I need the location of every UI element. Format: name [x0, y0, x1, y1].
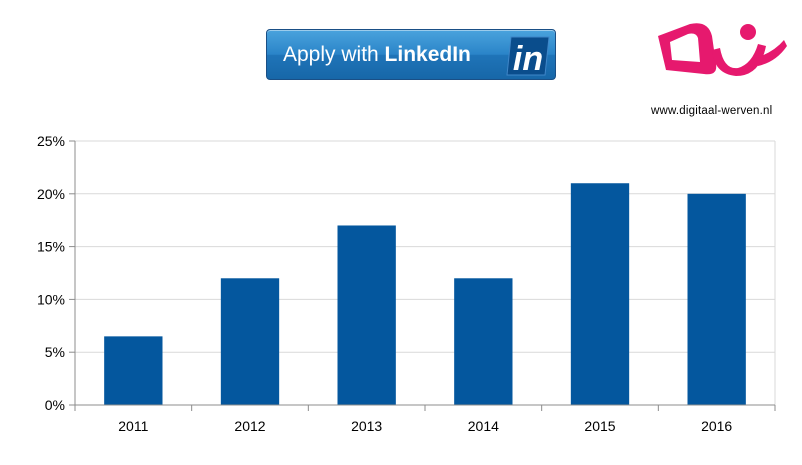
x-tick-label: 2012	[234, 418, 265, 434]
x-tick-label: 2014	[468, 418, 499, 434]
bar-2013	[337, 225, 396, 405]
x-tick-label: 2016	[701, 418, 732, 434]
bar-2015	[570, 183, 630, 405]
linkedin-icon-text: in	[513, 40, 543, 78]
bar-2014	[454, 278, 513, 405]
y-tick-label: 15%	[37, 239, 65, 255]
website-url: www.digitaal-werven.nl	[651, 105, 773, 117]
y-tick-label: 5%	[45, 344, 65, 360]
digitaal-werven-logo	[658, 23, 787, 76]
x-tick-label: 2013	[351, 418, 382, 434]
y-tick-label: 10%	[37, 291, 65, 307]
y-tick-label: 20%	[37, 186, 65, 202]
x-tick-label: 2011	[118, 418, 148, 434]
bar-2016	[687, 193, 746, 405]
y-tick-label: 0%	[45, 397, 65, 413]
x-tick-label: 2015	[584, 418, 615, 434]
apply-button-label: Apply with LinkedIn	[283, 43, 471, 66]
apply-with-linkedin-button[interactable]: Apply with LinkedIn in	[266, 29, 556, 80]
linkedin-icon: in	[506, 36, 550, 78]
bar-chart: 0% 5% 10% 15% 20% 25% 2011 2012 2013 2014 2015 2016	[37, 133, 776, 434]
bar-2012	[220, 278, 280, 405]
bar-2011	[104, 336, 163, 405]
y-tick-label: 25%	[37, 133, 65, 149]
